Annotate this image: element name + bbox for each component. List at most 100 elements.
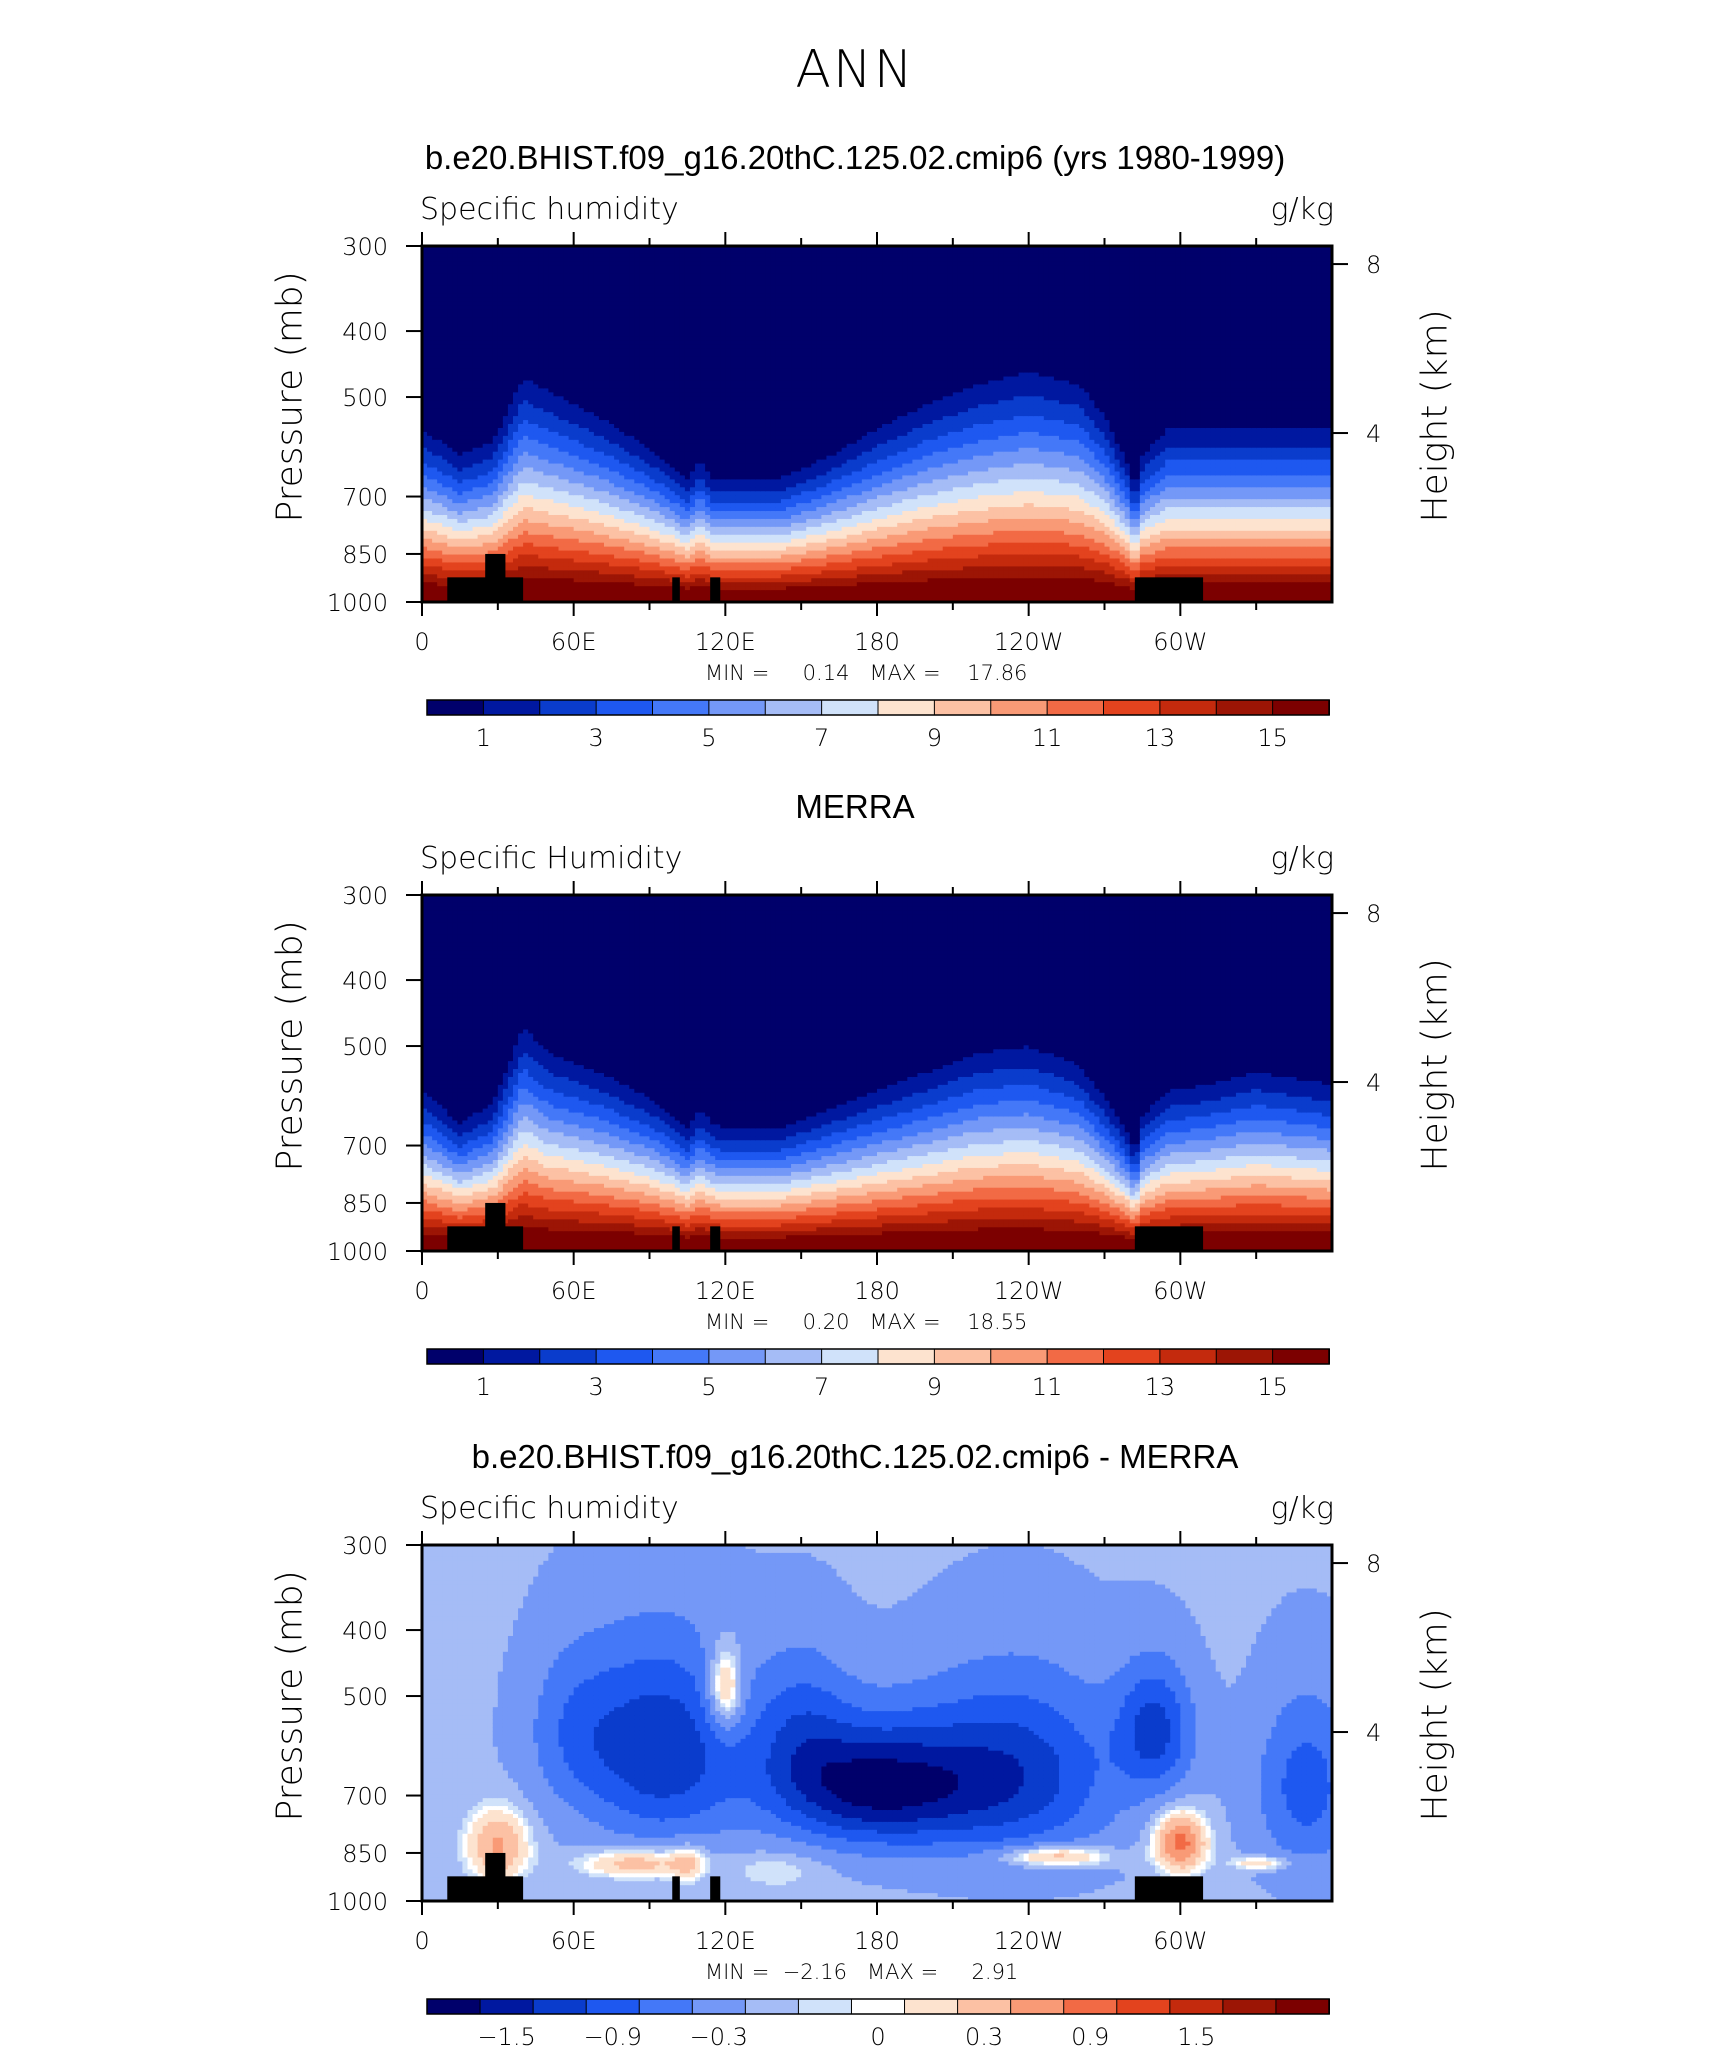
colorbar-swatch <box>904 1998 959 2015</box>
colorbar: 1 3 5 7 9 11 13 15 <box>426 699 1330 752</box>
colorbar-swatch <box>595 1348 654 1365</box>
y-tick-label: 850 <box>342 1840 388 1868</box>
min-max-readout: MIN = 0.14 MAX = 17.86 <box>705 661 1027 685</box>
colorbar-swatch <box>764 699 823 716</box>
colorbar-swatch <box>426 699 485 716</box>
panel-2-title: MERRA <box>0 788 1710 826</box>
variable-label: Specific humidity <box>420 192 679 227</box>
colorbar-swatch <box>539 1348 598 1365</box>
y-tick-label: 500 <box>342 384 388 412</box>
y-tick-label: 700 <box>342 1783 388 1811</box>
colorbar-swatch <box>933 699 992 716</box>
colorbar-swatch <box>1046 699 1105 716</box>
colorbar-label: 15 <box>1257 724 1288 752</box>
colorbar-label: −1.5 <box>477 2023 535 2051</box>
colorbar-swatch <box>990 699 1049 716</box>
x-tick-label: 120W <box>994 1277 1064 1305</box>
panel-2-plot: 0 60E 120E 180 120W 60W 300 400 500 700 850 1000 8 4 <box>327 881 1381 1305</box>
height-tick-label: 4 <box>1366 1069 1381 1097</box>
y2-axis-title: Height (km) <box>1415 1608 1456 1821</box>
colorbar-label: 3 <box>588 724 603 752</box>
colorbar-swatch <box>957 1998 1012 2015</box>
colorbar-swatch <box>1103 699 1161 716</box>
units-label: g/kg <box>1134 841 1335 876</box>
x-tick-label: 120W <box>994 1927 1064 1955</box>
panel-3-plot: 0 60E 120E 180 120W 60W 300 400 500 700 850 1000 8 4 <box>327 1531 1381 1955</box>
colorbar-label: 5 <box>701 724 716 752</box>
x-tick-label: 60W <box>1153 1927 1207 1955</box>
colorbar-label: −0.3 <box>690 2023 748 2051</box>
land-mask <box>447 1202 1204 1251</box>
colorbar-label: 1 <box>476 724 491 752</box>
page-title: ANN <box>0 40 1710 100</box>
x-tick-label: 120E <box>695 628 756 656</box>
y-tick-label: 300 <box>342 882 388 910</box>
colorbar: −1.5 −0.9 −0.3 0 0.3 0.9 1.5 <box>426 1998 1330 2051</box>
x-tick-label: 0 <box>414 1927 429 1955</box>
variable-label: Specific Humidity <box>420 841 682 876</box>
colorbar-label: 11 <box>1032 1373 1063 1401</box>
colorbar-swatch <box>764 1348 823 1365</box>
colorbar-label: 1.5 <box>1177 2023 1215 2051</box>
x-tick-label: 180 <box>854 1277 900 1305</box>
colorbar-label: 7 <box>814 1373 829 1401</box>
y-axis-title: Pressure (mb) <box>270 271 311 522</box>
y-tick-label: 1000 <box>327 1238 388 1266</box>
variable-label: Specific humidity <box>420 1491 679 1526</box>
contour-field <box>422 895 1333 1252</box>
colorbar-swatch <box>691 1998 747 2015</box>
min-max-readout: MIN = −2.16 MAX = 2.91 <box>705 1960 1018 1984</box>
y-tick-label: 1000 <box>327 1888 388 1916</box>
y-tick-label: 700 <box>342 484 388 512</box>
x-tick-label: 180 <box>854 1927 900 1955</box>
colorbar-swatch <box>1010 1998 1065 2015</box>
x-tick-label: 60W <box>1153 1277 1207 1305</box>
colorbar-swatch <box>877 699 936 716</box>
colorbar-swatch <box>482 699 541 716</box>
panel-3-title: b.e20.BHIST.f09_g16.20thC.125.02.cmip6 -… <box>0 1438 1710 1476</box>
colorbar-swatch <box>652 1348 710 1365</box>
colorbar-swatch <box>1215 699 1274 716</box>
x-tick-label: 0 <box>414 628 429 656</box>
colorbar-swatch <box>933 1348 992 1365</box>
panel-1-title: b.e20.BHIST.f09_g16.20thC.125.02.cmip6 (… <box>0 139 1710 177</box>
colorbar-swatch <box>539 699 598 716</box>
colorbar-swatch <box>1046 1348 1105 1365</box>
height-tick-label: 4 <box>1366 1719 1381 1747</box>
colorbar-swatch <box>1159 699 1218 716</box>
y-tick-label: 1000 <box>327 589 388 617</box>
colorbar-swatch <box>585 1998 641 2015</box>
y-tick-label: 850 <box>342 1190 388 1218</box>
colorbar-swatch <box>797 1998 853 2015</box>
colorbar-swatch <box>1275 1998 1330 2015</box>
colorbar-swatch <box>1272 1348 1330 1365</box>
colorbar-swatch <box>708 699 767 716</box>
y-tick-label: 500 <box>342 1683 388 1711</box>
y-tick-label: 400 <box>342 318 388 346</box>
x-tick-label: 180 <box>854 628 900 656</box>
y-tick-label: 300 <box>342 1532 388 1560</box>
x-tick-label: 0 <box>414 1277 429 1305</box>
colorbar-label: −0.9 <box>584 2023 642 2051</box>
height-tick-label: 8 <box>1366 251 1381 279</box>
x-tick-label: 60E <box>551 1277 597 1305</box>
panel-1-plot: 0 60E 120E 180 120W 60W 300 400 500 700 850 1000 8 4 <box>327 232 1381 656</box>
colorbar-swatch <box>1063 1998 1118 2015</box>
x-tick-label: 60E <box>551 628 597 656</box>
colorbar-label: 0.9 <box>1071 2023 1109 2051</box>
colorbar-swatch <box>426 1998 482 2015</box>
colorbar-swatch <box>482 1348 541 1365</box>
y-axis-title: Pressure (mb) <box>270 920 311 1171</box>
land-mask <box>447 553 1204 602</box>
colorbar-label: 11 <box>1032 724 1063 752</box>
height-tick-label: 4 <box>1366 420 1381 448</box>
colorbar-swatch <box>990 1348 1049 1365</box>
contour-field <box>422 1545 1333 1902</box>
y-axis-title: Pressure (mb) <box>270 1570 311 1821</box>
height-tick-label: 8 <box>1366 1550 1381 1578</box>
colorbar-swatch <box>595 699 654 716</box>
height-tick-label: 8 <box>1366 900 1381 928</box>
colorbar-label: 9 <box>927 724 942 752</box>
colorbar-swatch <box>638 1998 694 2015</box>
colorbar-swatch <box>1116 1998 1171 2015</box>
